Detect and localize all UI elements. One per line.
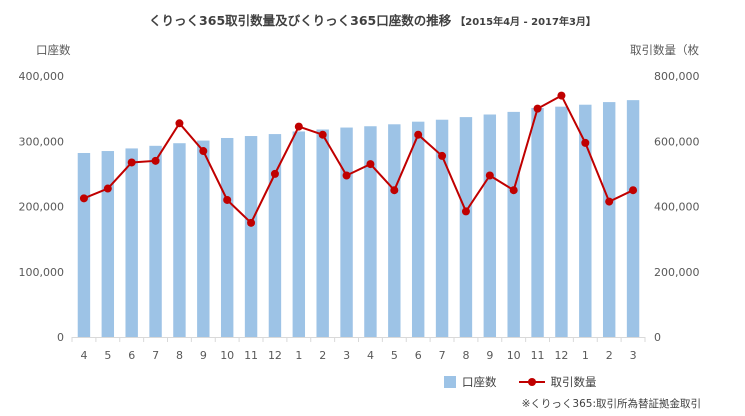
x-tick-label: 10 — [507, 349, 521, 362]
y-left-tick-label: 100,000 — [19, 266, 65, 279]
bar-3-23 — [626, 100, 640, 337]
bar-2-10 — [316, 129, 329, 337]
line-point-12 — [366, 160, 375, 169]
line-point-16 — [461, 207, 470, 216]
line-point-6 — [223, 195, 232, 204]
bar-10-6 — [220, 137, 234, 337]
line-point-11 — [342, 171, 351, 180]
line-point-17 — [485, 171, 494, 180]
line-point-20 — [557, 91, 566, 100]
x-tick-label: 7 — [152, 349, 159, 362]
line-point-2 — [127, 158, 136, 167]
bar-5-13 — [388, 124, 401, 337]
line-point-8 — [270, 169, 279, 178]
line-series-path — [83, 94, 634, 225]
legend-bar-label: 口座数 — [462, 375, 497, 389]
chart-title-main: くりっく365取引数量及びくりっく365口座数の推移 — [149, 13, 452, 28]
line-point-13 — [390, 186, 399, 195]
x-tick-label: 11 — [244, 349, 258, 362]
y-left-tick-label: 200,000 — [19, 201, 65, 214]
y-left-tick-label: 400,000 — [19, 70, 65, 83]
y-left-tick-label: 300,000 — [19, 135, 65, 148]
x-tick-label: 8 — [176, 349, 183, 362]
bar-11-7 — [244, 136, 258, 337]
bar-7-15 — [435, 119, 449, 337]
bar-3-11 — [340, 127, 353, 337]
right-axis-label: 取引数量（枚 — [630, 43, 699, 57]
legend-line-label: 取引数量 — [550, 375, 597, 389]
x-tick-label: 3 — [630, 349, 637, 362]
bar-8-16 — [459, 117, 473, 337]
bar-10-18 — [507, 111, 520, 337]
line-point-22 — [605, 197, 614, 206]
line-point-18 — [509, 186, 518, 195]
y-right-tick-label: 800,000 — [654, 70, 700, 83]
x-tick-label: 3 — [343, 349, 350, 362]
line-point-3 — [151, 156, 160, 165]
x-tick-label: 4 — [367, 349, 374, 362]
bar-1-9 — [292, 131, 306, 337]
bar-4-12 — [364, 126, 377, 338]
chart-subtitle: 【2015年4月 - 2017年3月】 — [455, 17, 596, 28]
x-tick-label: 2 — [606, 349, 613, 362]
left-axis-label: 口座数 — [36, 43, 71, 57]
x-tick-label: 2 — [319, 349, 326, 362]
x-tick-label: 5 — [104, 349, 111, 362]
x-tick-label: 8 — [462, 349, 469, 362]
x-tick-label: 12 — [554, 349, 568, 362]
line-point-15 — [438, 151, 447, 160]
source-note: ※くりっく365:取引所為替証拠金取引 — [521, 398, 701, 410]
bar-1-21 — [579, 104, 592, 338]
bar-9-5 — [197, 140, 210, 337]
bar-6-14 — [411, 121, 425, 337]
bar-9-17 — [483, 114, 497, 337]
bar-6-2 — [125, 148, 138, 337]
line-point-23 — [629, 186, 638, 195]
line-point-19 — [533, 104, 542, 113]
bar-12-8 — [268, 134, 282, 337]
x-tick-label: 6 — [128, 349, 135, 362]
y-left-tick-label: 0 — [57, 331, 64, 344]
bar-7-3 — [149, 145, 162, 337]
line-point-10 — [318, 130, 327, 139]
x-tick-label: 6 — [415, 349, 422, 362]
line-point-21 — [581, 138, 590, 147]
x-tick-label: 5 — [391, 349, 398, 362]
x-tick-label: 12 — [268, 349, 282, 362]
line-point-7 — [247, 218, 256, 227]
y-right-tick-label: 600,000 — [654, 135, 700, 148]
x-tick-label: 1 — [582, 349, 589, 362]
x-tick-label: 7 — [439, 349, 446, 362]
bar-2-22 — [602, 102, 616, 337]
x-tick-label: 1 — [295, 349, 302, 362]
legend-bar-swatch — [444, 376, 456, 388]
line-point-1 — [103, 184, 112, 193]
line-point-0 — [79, 194, 88, 203]
y-right-tick-label: 0 — [654, 331, 661, 344]
bar-5-1 — [101, 151, 115, 337]
bar-4-0 — [77, 152, 91, 337]
x-tick-label: 11 — [531, 349, 545, 362]
x-tick-label: 10 — [220, 349, 234, 362]
y-right-tick-label: 200,000 — [654, 266, 700, 279]
line-point-9 — [294, 122, 303, 131]
chart-title: くりっく365取引数量及びくりっく365口座数の推移 【2015年4月 - 201… — [0, 10, 745, 29]
line-point-4 — [175, 119, 184, 128]
bar-8-4 — [173, 143, 186, 337]
x-tick-label: 9 — [200, 349, 207, 362]
bar-12-20 — [555, 106, 568, 337]
x-tick-label: 9 — [486, 349, 493, 362]
line-point-14 — [414, 130, 423, 139]
bar-11-19 — [531, 107, 544, 337]
legend: 口座数 取引数量 — [444, 374, 597, 390]
y-right-tick-label: 400,000 — [654, 201, 700, 214]
x-tick-label: 4 — [80, 349, 87, 362]
line-point-5 — [199, 147, 208, 156]
legend-line-swatch — [518, 376, 545, 388]
